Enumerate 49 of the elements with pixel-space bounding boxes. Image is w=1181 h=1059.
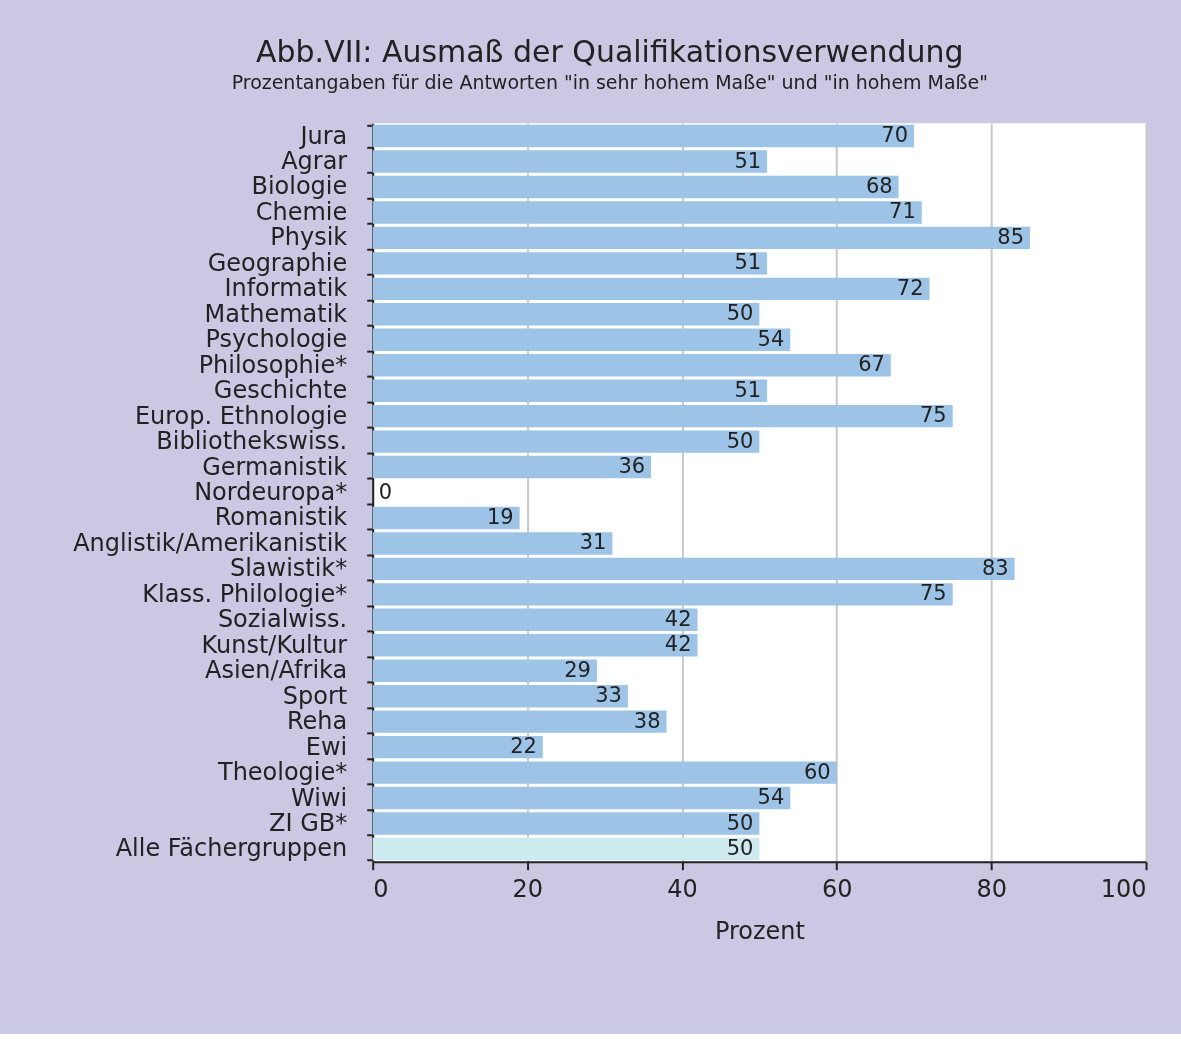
x-axis-title: Prozent bbox=[714, 917, 805, 946]
x-tick-label: 60 bbox=[821, 875, 853, 904]
chart-subtitle: Prozentangaben für die Antworten "in sehr hohem Maße" und "in hohem Maße" bbox=[231, 71, 988, 94]
y-tick-label: Theologie* bbox=[217, 758, 348, 787]
data-label: 75 bbox=[920, 581, 947, 606]
data-label: 50 bbox=[726, 428, 754, 453]
data-label: 67 bbox=[858, 352, 885, 377]
x-tick-label: 40 bbox=[667, 875, 698, 904]
data-label: 50 bbox=[726, 835, 754, 860]
data-label: 0 bbox=[378, 479, 393, 504]
data-label: 51 bbox=[734, 377, 762, 402]
y-tick-label: Ewi bbox=[305, 732, 348, 761]
y-tick-label: Mathematik bbox=[204, 299, 348, 328]
y-tick-label: Nordeuropa* bbox=[194, 478, 348, 507]
data-label: 54 bbox=[757, 326, 785, 351]
data-label: 33 bbox=[595, 683, 622, 708]
y-tick-label: Germanistik bbox=[202, 452, 348, 481]
y-tick-label: Kunst/Kultur bbox=[201, 630, 348, 659]
x-tick-label: 80 bbox=[976, 875, 1008, 904]
y-tick-label: Europ. Ethnologie bbox=[134, 401, 348, 430]
data-label: 50 bbox=[726, 301, 754, 326]
y-tick-label: Physik bbox=[270, 223, 348, 252]
data-label: 31 bbox=[579, 530, 607, 555]
data-label: 29 bbox=[564, 657, 591, 682]
data-label: 22 bbox=[510, 734, 537, 759]
data-label: 85 bbox=[997, 224, 1025, 249]
data-label: 42 bbox=[664, 606, 692, 631]
data-label: 36 bbox=[618, 454, 646, 479]
data-label: 60 bbox=[804, 759, 831, 784]
x-tick-label: 0 bbox=[373, 875, 389, 904]
y-tick-label: Anglistik/Amerikanistik bbox=[73, 528, 348, 557]
data-label: 50 bbox=[726, 810, 754, 835]
data-label: 72 bbox=[896, 275, 924, 300]
data-label: 19 bbox=[486, 504, 514, 529]
data-label: 70 bbox=[881, 123, 909, 148]
data-label: 51 bbox=[734, 148, 762, 173]
x-tick-label: 100 bbox=[1100, 875, 1147, 904]
data-label: 51 bbox=[734, 250, 762, 275]
x-tick-label: 20 bbox=[512, 875, 544, 904]
data-label: 71 bbox=[889, 199, 916, 224]
data-label: 75 bbox=[920, 403, 947, 428]
data-label: 54 bbox=[757, 785, 785, 810]
data-label: 38 bbox=[633, 708, 661, 733]
y-tick-label: Psychologie bbox=[205, 325, 348, 354]
data-label: 83 bbox=[981, 555, 1009, 580]
chart-title: Abb.VII: Ausmaß der Qualifikationsverwendung bbox=[256, 34, 964, 70]
data-label: 42 bbox=[664, 632, 692, 657]
y-tick-label: Jura bbox=[298, 121, 348, 150]
data-label: 68 bbox=[865, 173, 893, 198]
